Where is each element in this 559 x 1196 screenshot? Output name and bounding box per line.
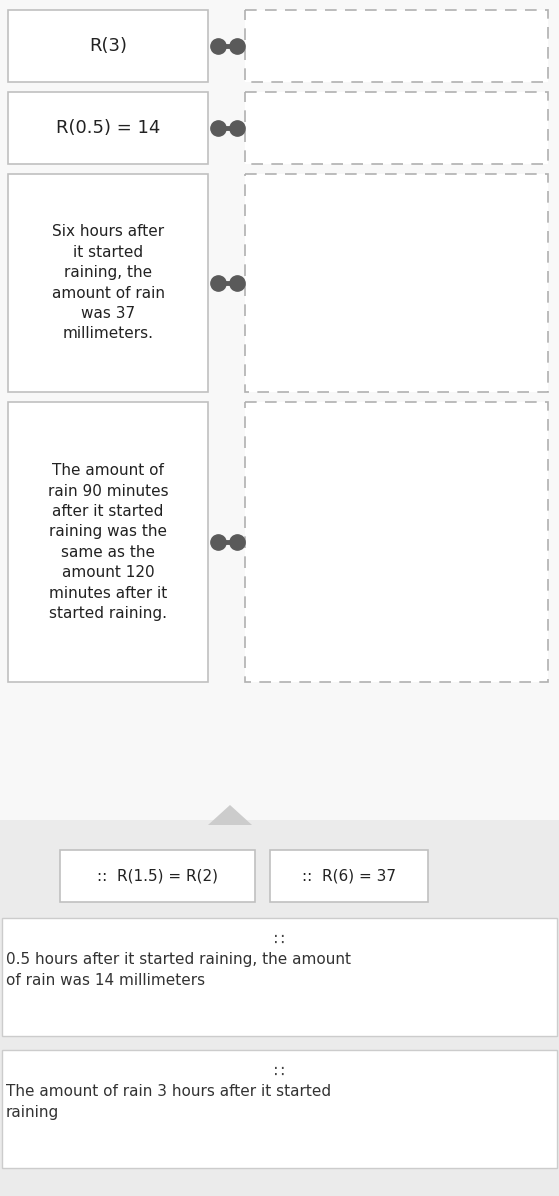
- Bar: [2, 919, 557, 1036]
- Text: The amount of rain 3 hours after it started
raining: The amount of rain 3 hours after it star…: [6, 1084, 331, 1119]
- Bar: [8, 173, 208, 392]
- Bar: [0, 0, 559, 820]
- Text: ∷: ∷: [274, 1063, 285, 1081]
- Bar: [8, 10, 208, 83]
- Text: R(0.5) = 14: R(0.5) = 14: [56, 118, 160, 138]
- Bar: [60, 850, 255, 902]
- Bar: [245, 10, 548, 83]
- Bar: [8, 92, 208, 164]
- Text: ∷: ∷: [274, 930, 285, 948]
- Bar: [245, 92, 548, 164]
- Text: Six hours after
it started
raining, the
amount of rain
was 37
millimeters.: Six hours after it started raining, the …: [51, 225, 164, 342]
- Bar: [2, 1050, 557, 1168]
- Polygon shape: [208, 805, 252, 825]
- Bar: [245, 173, 548, 392]
- Bar: [245, 402, 548, 682]
- Bar: [270, 850, 428, 902]
- Text: 0.5 hours after it started raining, the amount
of rain was 14 millimeters: 0.5 hours after it started raining, the …: [6, 952, 351, 988]
- Text: ::  R(1.5) = R(2): :: R(1.5) = R(2): [97, 868, 218, 884]
- Bar: [8, 402, 208, 682]
- Text: R(3): R(3): [89, 37, 127, 55]
- Text: The amount of
rain 90 minutes
after it started
raining was the
same as the
amoun: The amount of rain 90 minutes after it s…: [48, 463, 168, 621]
- Text: ::  R(6) = 37: :: R(6) = 37: [302, 868, 396, 884]
- Bar: [0, 820, 559, 1196]
